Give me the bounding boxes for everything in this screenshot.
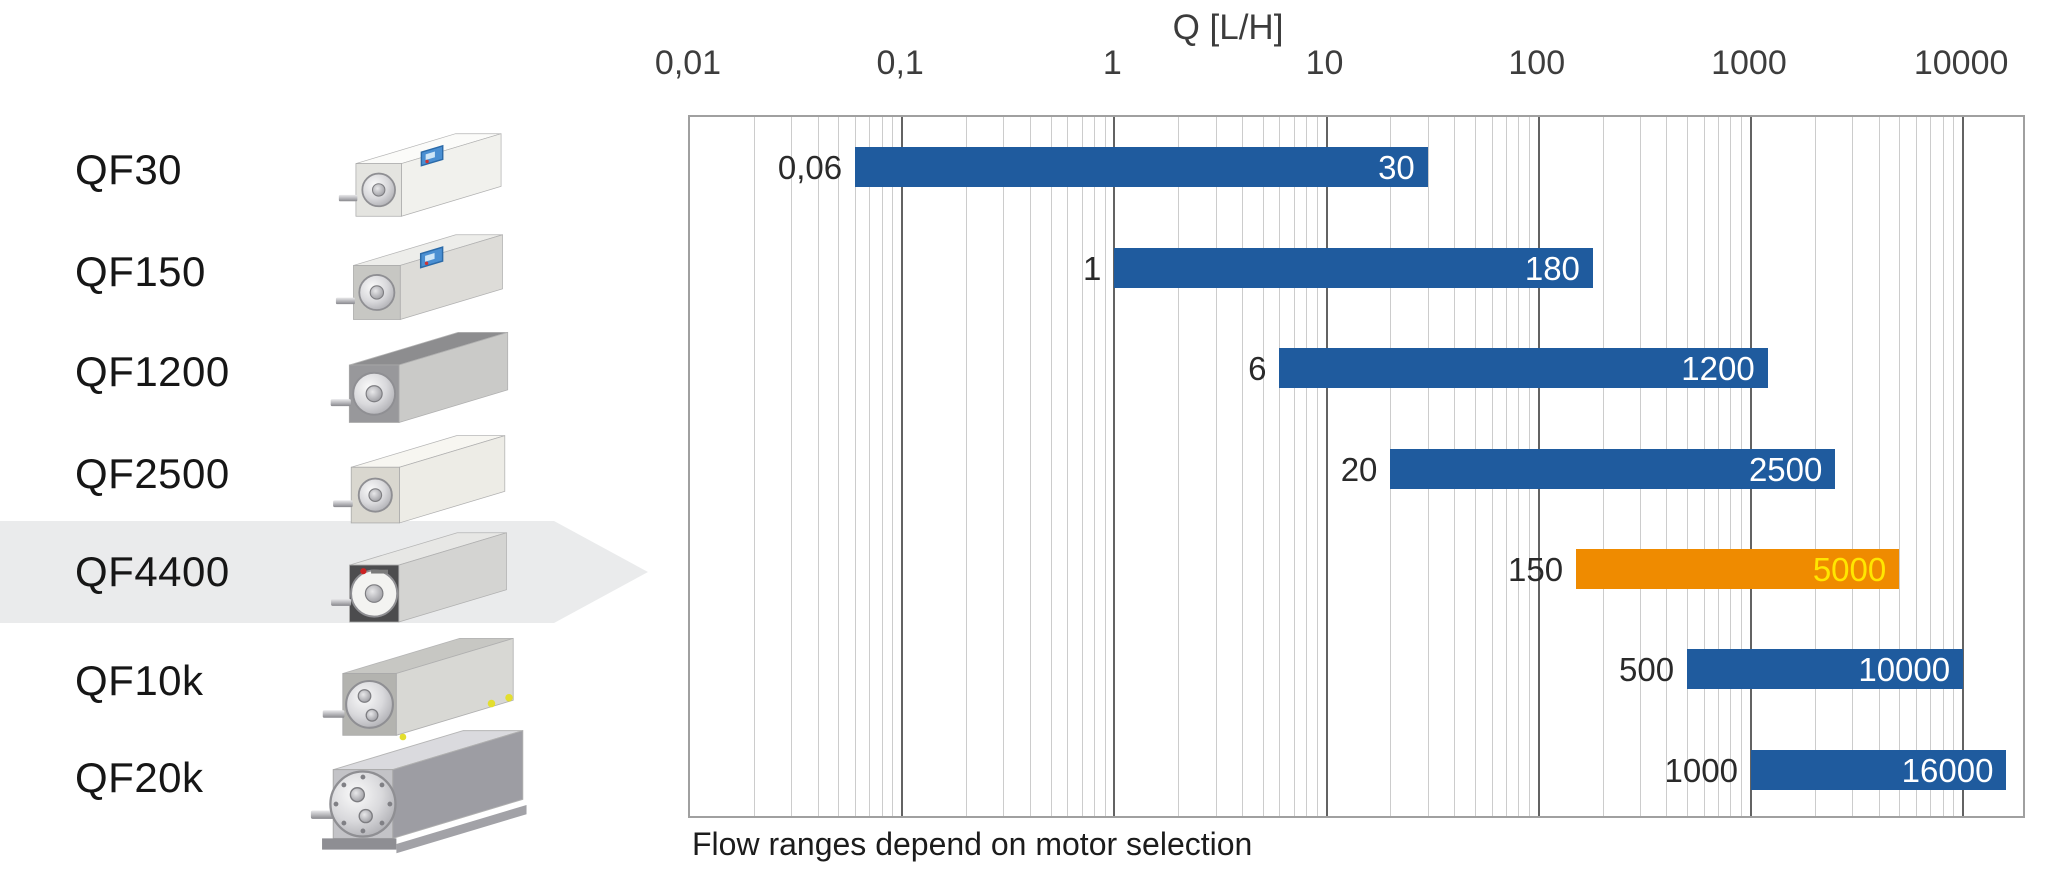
pump-photo-qf10k [313, 610, 543, 752]
gridline-minor [1067, 117, 1069, 816]
axis-title: Q [L/H] [1172, 8, 1284, 47]
product-label-qf2500: QF2500 [75, 450, 230, 497]
gridline-minor [753, 117, 755, 816]
gridline-minor [791, 117, 793, 816]
gridline-minor [1942, 117, 1944, 816]
gridline-minor [1279, 117, 1281, 816]
gridline-minor [1316, 117, 1318, 816]
gridline-minor [892, 117, 894, 816]
x-tick-label-100: 100 [1508, 44, 1566, 82]
gridline-minor [1104, 117, 1106, 816]
chart-caption: Flow ranges depend on motor selection [692, 826, 1253, 862]
gridline-minor [1050, 117, 1052, 816]
flow-range-bar-qf10k: 10000 [1687, 649, 1964, 690]
gridline-minor [1178, 117, 1180, 816]
x-tick-label-10000: 10000 [1913, 44, 2009, 82]
flow-range-bar-qf2500: 2500 [1390, 448, 1836, 489]
highlight-arrow-qf4400 [0, 521, 648, 623]
pump-photo-qf30 [336, 106, 521, 234]
gridline-minor [869, 117, 871, 816]
pump-photo-qf20k [307, 699, 549, 857]
product-label-qf30: QF30 [75, 146, 183, 193]
gridline-minor [1242, 117, 1244, 816]
gridline-major [901, 117, 904, 816]
bar-min-label: 1000 [1664, 751, 1738, 789]
gridline-minor [881, 117, 883, 816]
flow-range-bar-qf150: 180 [1114, 247, 1593, 288]
gridline-minor [838, 117, 840, 816]
gridline-minor [817, 117, 819, 816]
bar-min-label: 1 [1083, 249, 1102, 287]
x-tick-label-0_01: 0,01 [654, 44, 722, 82]
x-tick-label-0_1: 0,1 [876, 44, 924, 82]
product-label-qf10k: QF10k [75, 657, 204, 704]
bar-min-label: 0,06 [777, 149, 843, 187]
bar-min-label: 150 [1508, 550, 1564, 588]
gridline-minor [1081, 117, 1083, 816]
flow-range-bar-qf4400: 5000 [1576, 548, 1900, 589]
bar-max-label: 2500 [1748, 450, 1823, 488]
gridline-minor [1930, 117, 1932, 816]
bar-max-label: 180 [1524, 249, 1580, 287]
pump-photo-qf1200 [326, 306, 531, 438]
gridline-minor [1852, 117, 1854, 816]
pump-photo-qf4400 [328, 503, 528, 641]
product-label-qf150: QF150 [75, 248, 206, 295]
x-tick-label-1: 1 [1102, 44, 1122, 82]
gridline-major [1962, 117, 1965, 816]
gridline-major [1325, 117, 1328, 816]
flow-range-bar-qf30: 30 [855, 147, 1428, 188]
gridline-minor [966, 117, 968, 816]
gridline-minor [1003, 117, 1005, 816]
bar-min-label: 6 [1248, 350, 1267, 388]
bar-max-label: 5000 [1812, 550, 1887, 588]
product-label-qf4400: QF4400 [75, 548, 230, 595]
bar-min-label: 20 [1340, 450, 1378, 488]
gridline-minor [1262, 117, 1264, 816]
x-tick-label-10: 10 [1305, 44, 1344, 82]
x-tick-label-1000: 1000 [1711, 44, 1787, 82]
pump-photo-qf150 [333, 206, 523, 338]
gridline-minor [1029, 117, 1031, 816]
bar-max-label: 10000 [1858, 651, 1951, 689]
gridline-minor [1899, 117, 1901, 816]
gridline-minor [1878, 117, 1880, 816]
gridline-minor [1916, 117, 1918, 816]
gridline-minor [855, 117, 857, 816]
bar-max-label: 1200 [1681, 350, 1755, 388]
flow-range-bar-qf1200: 1200 [1279, 348, 1768, 389]
product-label-qf1200: QF1200 [75, 348, 230, 395]
gridline-major [1113, 117, 1116, 816]
bar-max-label: 16000 [1901, 751, 1994, 789]
bar-max-label: 30 [1378, 149, 1415, 187]
gridline-minor [1953, 117, 1955, 816]
plot-area: 30 0,06 180 1 1200 6 2500 20 5000 150 10000 500 1600… [688, 115, 2025, 818]
gridline-minor [1305, 117, 1307, 816]
gridline-minor [1093, 117, 1095, 816]
bar-min-label: 500 [1619, 651, 1675, 689]
gridline-minor [1293, 117, 1295, 816]
gridline-minor [1215, 117, 1217, 816]
flow-range-bar-qf20k: 16000 [1750, 749, 2007, 790]
pump-photo-qf2500 [323, 410, 533, 538]
product-label-qf20k: QF20k [75, 754, 204, 801]
